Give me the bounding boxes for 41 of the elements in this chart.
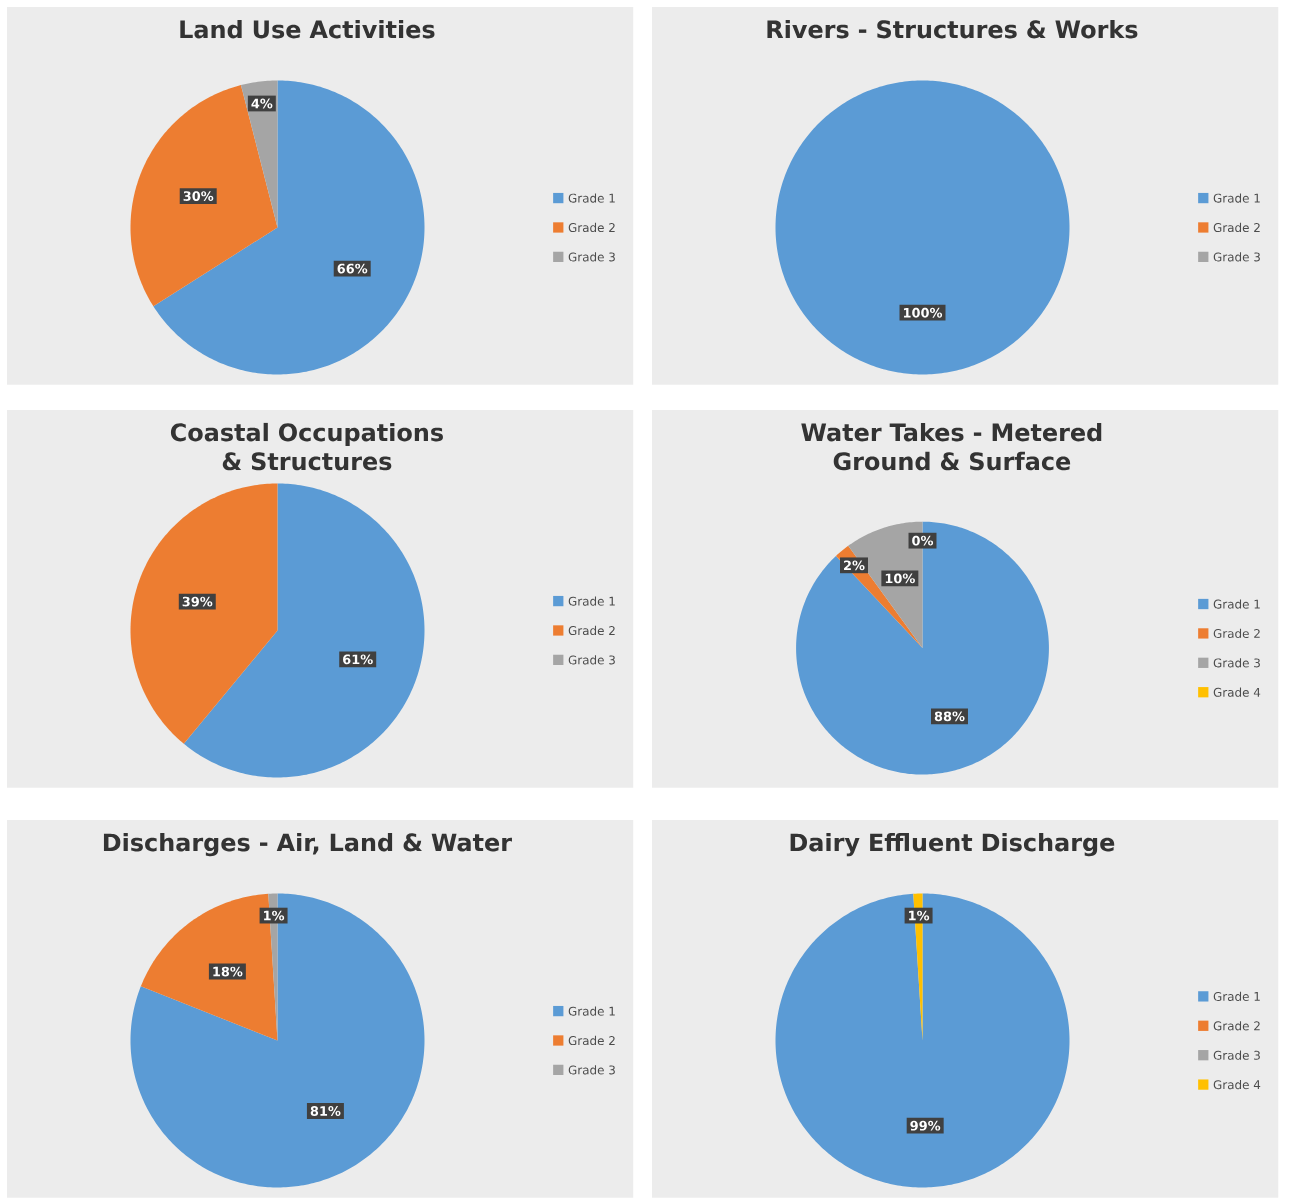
data-label: 1%: [909, 910, 930, 921]
text: 0%: [912, 535, 934, 546]
legend-label: Grade 1: [1213, 599, 1260, 609]
chart-title: Land Use Activities: [180, 19, 435, 39]
legend-label: Grade 2: [568, 222, 615, 233]
legend-label: Grade 1: [1213, 991, 1260, 1001]
data-label: 18%: [213, 966, 243, 977]
legend-label: Grade 1: [568, 596, 615, 606]
legend-label: Grade 1: [568, 193, 615, 203]
data-label: 1%: [264, 910, 285, 921]
chart-title: Dairy Effluent Discharge: [790, 832, 1115, 857]
legend-label: Grade 3: [568, 655, 615, 665]
legend-label: Grade 1: [1213, 193, 1260, 203]
data-label: 66%: [337, 263, 368, 274]
data-label: 39%: [182, 596, 213, 607]
data-label: 61%: [343, 654, 373, 665]
data-label: 100%: [903, 307, 943, 318]
data-label: 2%: [844, 560, 865, 571]
legend-label: Grade 3: [1213, 252, 1260, 262]
legend-label: Grade 3: [1213, 1050, 1260, 1060]
legend-label: Grade 3: [1213, 658, 1260, 668]
legend-label: Grade 2: [568, 1035, 615, 1046]
legend-label: Grade 2: [1213, 222, 1260, 233]
data-label: 4%: [251, 98, 273, 109]
legend-label: Grade 3: [568, 1065, 615, 1075]
chart-title: Rivers - Structures & Works: [767, 19, 1138, 39]
chart-title: Water Takes - Metered Ground & Surface: [801, 422, 1102, 471]
data-label: 30%: [183, 191, 214, 201]
data-label: 88%: [934, 711, 965, 722]
data-label: 10%: [885, 573, 915, 584]
chart-title: Coastal Occupations & Structures: [170, 422, 443, 471]
legend-label: Grade 2: [1213, 628, 1260, 639]
legend-label: Grade 1: [568, 1006, 615, 1016]
legend-label: Grade 2: [568, 625, 615, 636]
data-label: 81%: [310, 1106, 341, 1116]
legend-label: Grade 4: [1213, 687, 1261, 697]
legend-label: Grade 4: [1213, 1079, 1261, 1090]
data-label: 99%: [910, 1120, 941, 1131]
legend-label: Grade 3: [568, 252, 615, 262]
chart-title: Discharges - Air, Land & Water: [103, 832, 512, 857]
legend-label: Grade 2: [1213, 1021, 1260, 1031]
